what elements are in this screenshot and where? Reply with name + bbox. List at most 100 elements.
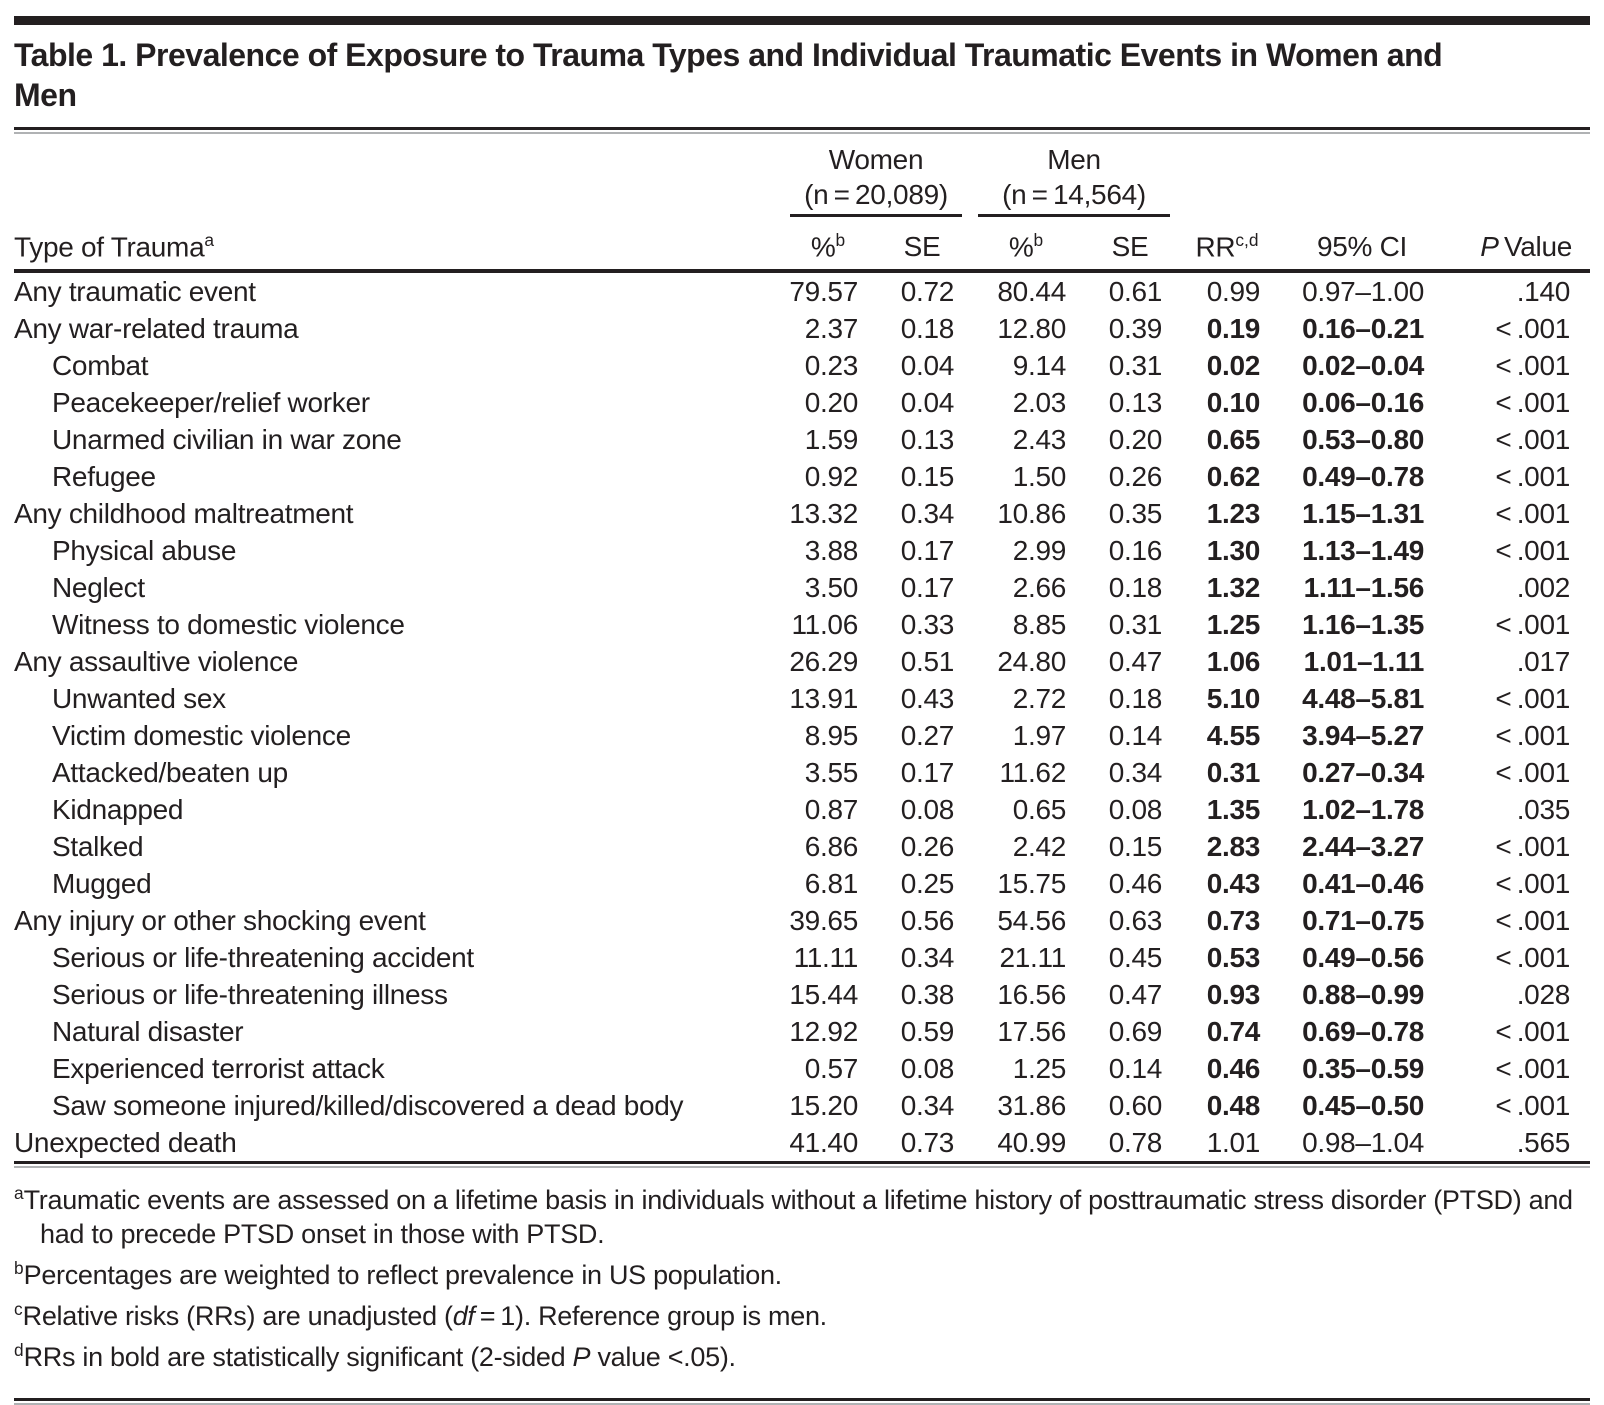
footnote-text: Relative risks (RRs) are unadjusted ( — [22, 1301, 453, 1331]
subheader-row: %b SE %b SE — [14, 217, 1590, 273]
trauma-table: Type of Traumaa Women Men RRc,d 95% CI P… — [14, 140, 1590, 1161]
cell-women-pct: 13.32 — [789, 498, 858, 529]
cell-rr: 0.31 — [1206, 757, 1261, 788]
cell-p-value: .017 — [1516, 646, 1571, 677]
col-header-men-pct: %b — [969, 217, 1082, 273]
footnote-text: RRs in bold are statistically significan… — [23, 1342, 573, 1372]
cell-p-value: < .001 — [1495, 461, 1570, 492]
cell-women-se: 0.34 — [900, 498, 955, 529]
n-header-row: (n = 20,089) (n = 14,564) — [14, 178, 1590, 217]
cell-men-se: 0.34 — [1108, 757, 1163, 788]
cell-rr: 1.35 — [1206, 794, 1261, 825]
cell-women-se: 0.33 — [900, 609, 955, 640]
cell-women-pct: 6.86 — [804, 831, 859, 862]
cell-p-value: < .001 — [1495, 683, 1570, 714]
cell-women-se: 0.72 — [900, 276, 955, 307]
cell-women-pct: 0.87 — [804, 794, 859, 825]
cell-women-se: 0.17 — [900, 572, 955, 603]
row-label: Peacekeeper/relief worker — [52, 387, 370, 418]
cell-p-value: .002 — [1516, 572, 1571, 603]
col-header-women-pct: %b — [781, 217, 874, 273]
p-rest: Value — [1498, 231, 1572, 262]
cell-women-se: 0.04 — [900, 350, 955, 381]
row-label: Attacked/beaten up — [52, 757, 288, 788]
footnote-b: bPercentages are weighted to reflect pre… — [14, 1251, 1590, 1292]
cell-rr: 1.06 — [1206, 646, 1261, 677]
cell-ci: 0.35–0.59 — [1302, 1053, 1424, 1084]
rr-label: RR — [1195, 231, 1236, 262]
cell-ci: 4.48–5.81 — [1302, 683, 1424, 714]
table-row: Neglect 3.50 0.17 2.66 0.18 1.32 1.11–1.… — [14, 569, 1590, 606]
cell-women-pct: 3.50 — [804, 572, 859, 603]
cell-women-pct: 15.20 — [789, 1090, 858, 1121]
cell-p-value: < .001 — [1495, 757, 1570, 788]
row-label: Experienced terrorist attack — [52, 1053, 385, 1084]
table-title-line-1: Table 1. Prevalence of Exposure to Traum… — [14, 37, 1443, 73]
cell-men-se: 0.60 — [1108, 1090, 1163, 1121]
cell-women-se: 0.25 — [900, 868, 955, 899]
cell-women-se: 0.17 — [900, 535, 955, 566]
cell-women-pct: 0.92 — [804, 461, 859, 492]
cell-men-pct: 9.14 — [1012, 350, 1067, 381]
cell-men-pct: 16.56 — [997, 979, 1066, 1010]
cell-rr: 1.23 — [1206, 498, 1261, 529]
row-label: Any traumatic event — [14, 276, 256, 307]
footnote-marker-cd: c,d — [1235, 229, 1259, 250]
footnote-marker-b: b — [835, 229, 846, 250]
cell-rr: 0.74 — [1206, 1016, 1261, 1047]
cell-p-value: < .001 — [1495, 350, 1570, 381]
cell-ci: 0.45–0.50 — [1302, 1090, 1424, 1121]
cell-p-value: .028 — [1516, 979, 1571, 1010]
footnote-c: cRelative risks (RRs) are unadjusted (df… — [14, 1292, 1590, 1333]
footnote-text: value <.05). — [590, 1342, 736, 1372]
cell-men-pct: 2.66 — [1012, 572, 1067, 603]
cell-ci: 0.41–0.46 — [1302, 868, 1424, 899]
row-label: Any war-related trauma — [14, 313, 299, 344]
table-row: Saw someone injured/killed/discovered a … — [14, 1087, 1590, 1124]
cell-p-value: < .001 — [1495, 313, 1570, 344]
cell-men-pct: 2.72 — [1012, 683, 1067, 714]
cell-men-pct: 15.75 — [997, 868, 1066, 899]
cell-ci: 0.71–0.75 — [1302, 905, 1424, 936]
row-label: Physical abuse — [52, 535, 237, 566]
cell-rr: 0.10 — [1206, 387, 1261, 418]
group-header-row: Type of Traumaa Women Men RRc,d 95% CI P… — [14, 140, 1590, 273]
table-title: Table 1. Prevalence of Exposure to Traum… — [14, 25, 1590, 127]
cell-men-se: 0.78 — [1108, 1127, 1163, 1158]
cell-rr: 4.55 — [1206, 720, 1261, 751]
cell-p-value: < .001 — [1495, 1053, 1570, 1084]
cell-men-pct: 11.62 — [999, 757, 1066, 788]
cell-p-value: .035 — [1516, 794, 1571, 825]
footnote-text: Percentages are weighted to reflect prev… — [23, 1260, 783, 1290]
footnote-marker-b: b — [1033, 229, 1044, 250]
cell-women-pct: 6.81 — [804, 868, 859, 899]
cell-rr: 0.93 — [1206, 979, 1261, 1010]
group-header-men: Men — [1047, 144, 1101, 175]
cell-men-pct: 31.86 — [997, 1090, 1066, 1121]
cell-rr: 2.83 — [1206, 831, 1261, 862]
cell-women-se: 0.13 — [900, 424, 955, 455]
cell-p-value: < .001 — [1495, 387, 1570, 418]
p-italic: P — [1480, 231, 1499, 262]
cell-p-value: < .001 — [1495, 1090, 1570, 1121]
cell-women-se: 0.73 — [900, 1127, 955, 1158]
table-row: Kidnapped 0.87 0.08 0.65 0.08 1.35 1.02–… — [14, 791, 1590, 828]
row-label: Serious or life-threatening accident — [52, 942, 474, 973]
cell-p-value: < .001 — [1495, 868, 1570, 899]
n-header-men: (n = 14,564) — [970, 178, 1178, 217]
table-row: Refugee 0.92 0.15 1.50 0.26 0.62 0.49–0.… — [14, 458, 1590, 495]
cell-men-se: 0.18 — [1108, 572, 1163, 603]
cell-rr: 0.02 — [1206, 350, 1261, 381]
row-label: Saw someone injured/killed/discovered a … — [52, 1090, 684, 1121]
cell-men-pct: 1.25 — [1012, 1053, 1067, 1084]
cell-ci: 0.53–0.80 — [1302, 424, 1424, 455]
cell-women-pct: 0.57 — [804, 1053, 859, 1084]
footnote-text: Traumatic events are assessed on a lifet… — [23, 1185, 1573, 1249]
cell-women-se: 0.18 — [900, 313, 955, 344]
cell-women-pct: 15.44 — [789, 979, 858, 1010]
row-label: Natural disaster — [52, 1016, 244, 1047]
cell-men-pct: 1.50 — [1012, 461, 1067, 492]
cell-p-value: < .001 — [1495, 831, 1570, 862]
cell-rr: 0.65 — [1206, 424, 1261, 455]
footnote-a: aTraumatic events are assessed on a life… — [14, 1176, 1590, 1251]
